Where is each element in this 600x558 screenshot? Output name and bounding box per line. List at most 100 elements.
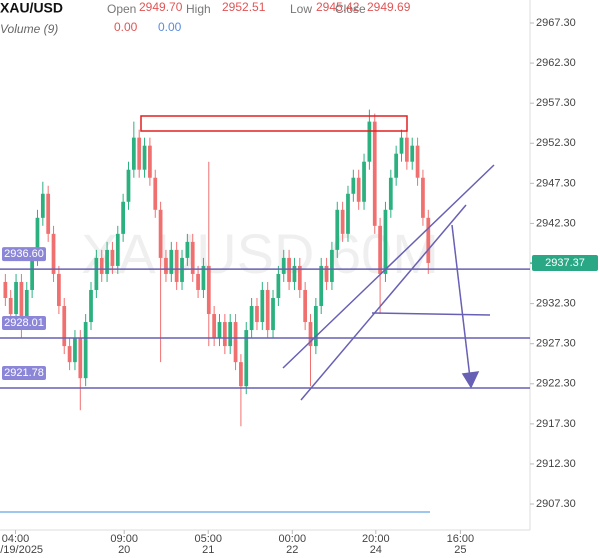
candle-body (206, 265, 211, 315)
level-label: 2921.78 (4, 367, 44, 379)
candle-body (260, 289, 265, 323)
candle-body (303, 289, 308, 323)
x-tick-label: 20:00 (362, 533, 390, 545)
candle-body (297, 265, 302, 290)
level-tag (2, 315, 46, 330)
candle-body (158, 209, 163, 258)
y-tick-label: 2932.30 (536, 298, 576, 310)
trend-line (371, 312, 491, 316)
candle-body (228, 322, 233, 347)
x-tick-label: 00:00 (279, 533, 307, 545)
y-tick-label: 2907.30 (536, 498, 576, 510)
candle-body (372, 121, 377, 226)
candle-body (51, 233, 56, 274)
candle-body (421, 177, 425, 218)
level-label: 2928.01 (4, 317, 44, 329)
candle-body (169, 249, 174, 274)
candle-body (212, 314, 217, 339)
resistance-box (140, 115, 408, 132)
candle-body (222, 322, 227, 347)
drawings (140, 115, 495, 401)
candle-body (356, 177, 361, 202)
candle-body (67, 346, 72, 363)
ohlc-label: Open (107, 2, 136, 16)
candle-body (308, 322, 313, 347)
candle-body (40, 193, 45, 218)
candle-body (324, 265, 329, 282)
candle-body (148, 145, 152, 178)
candle-body (46, 193, 51, 234)
volume-value: 0.00 (158, 20, 182, 34)
y-tick-label: 2947.30 (536, 177, 576, 189)
ohlc-label: High (186, 2, 211, 16)
candle-body (110, 249, 115, 266)
level-label: 2936.60 (4, 248, 44, 260)
x-tick-label: 04:00 (2, 533, 30, 545)
y-tick-label: 2912.30 (536, 458, 576, 470)
candle-body (83, 322, 88, 379)
x-tick-label: 16:00 (447, 533, 475, 545)
ohlc-value: 2949.69 (367, 0, 411, 14)
x-tick-date: 02/19/2025 (0, 544, 43, 556)
candle-body (8, 297, 13, 315)
arrow-line (451, 224, 471, 379)
candle-body (126, 169, 131, 202)
candle-body (383, 209, 388, 274)
candle-body (99, 257, 104, 274)
ohlc-value: 2952.51 (222, 0, 266, 14)
candle-body (367, 121, 372, 162)
candle-body (249, 306, 254, 331)
candle-body (330, 249, 334, 282)
candle-body (131, 137, 136, 170)
candle-body (388, 177, 393, 210)
x-tick-date: 25 (454, 544, 466, 556)
candle-body (24, 289, 29, 323)
level-tag (2, 365, 46, 380)
candle-body (180, 257, 184, 282)
candle-body (35, 217, 40, 258)
candle-body (404, 137, 409, 162)
candle-body (89, 289, 93, 323)
candle-body (255, 306, 259, 323)
symbol: XAU/USD (0, 0, 63, 16)
candle-body (78, 338, 83, 379)
candles (3, 109, 431, 427)
candle-body (362, 161, 366, 202)
candle-body (239, 362, 243, 387)
candle-body (3, 281, 8, 298)
candle-body (415, 145, 420, 178)
y-tick-label: 2967.30 (536, 17, 576, 29)
candle-body (271, 297, 275, 331)
ohlc-value: 2949.70 (139, 0, 183, 14)
candle-body (201, 265, 206, 290)
x-tick-date: 21 (202, 544, 214, 556)
candle-body (346, 193, 350, 234)
candle-body (217, 322, 222, 339)
candle-body (287, 257, 291, 282)
candle-body (196, 273, 200, 290)
x-tick-date: 24 (370, 544, 382, 556)
last-price-label: 2937.37 (545, 257, 585, 269)
candle-body (153, 177, 158, 210)
y-tick-label: 2962.30 (536, 57, 576, 69)
candle-body (105, 249, 109, 274)
candle-body (164, 257, 168, 274)
x-tick-label: 09:00 (110, 533, 138, 545)
candle-body (137, 137, 142, 170)
arrow-head (461, 371, 480, 389)
levels: 2936.60 2928.01 2921.78 (0, 247, 530, 389)
candle-body (233, 322, 238, 363)
ohlc-label: Close (335, 2, 366, 16)
candle-body (190, 241, 195, 274)
y-tick-label: 2922.30 (536, 378, 576, 390)
ohlc-value: 2945.42 (316, 0, 360, 14)
volume-value: 0.00 (114, 20, 138, 34)
candle-body (399, 137, 404, 154)
x-tick-label: 05:00 (194, 533, 222, 545)
candle-body (142, 145, 147, 170)
trend-line (300, 204, 467, 401)
level-tag (2, 247, 46, 262)
candle-body (265, 289, 270, 331)
candle-body (62, 306, 67, 347)
